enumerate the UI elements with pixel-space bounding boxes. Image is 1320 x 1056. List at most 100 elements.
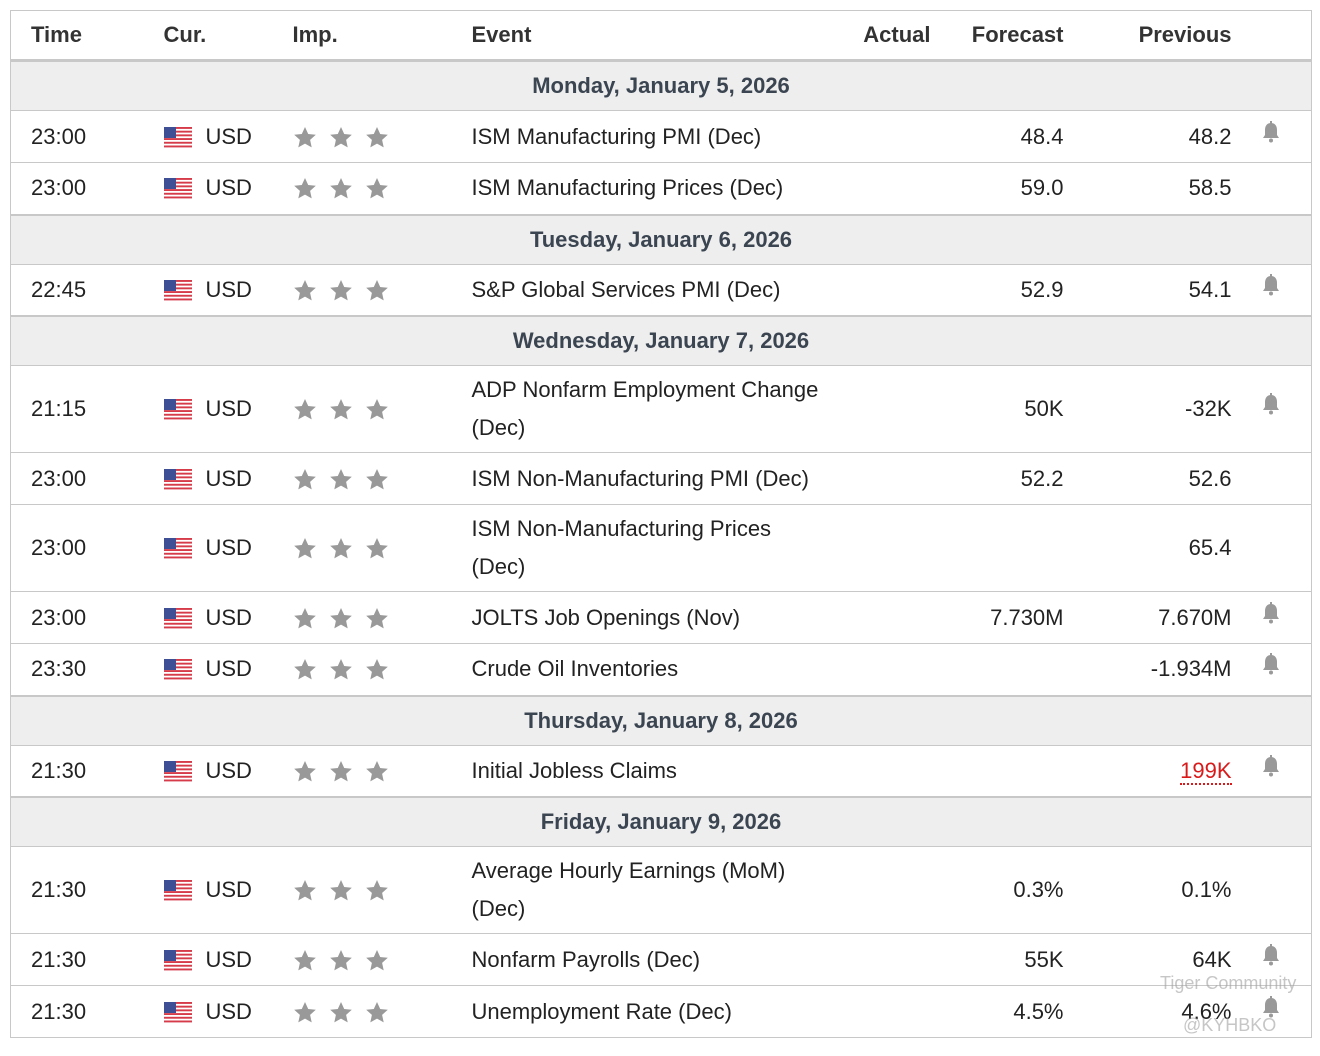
alert-bell[interactable] [1260, 393, 1282, 421]
time: 21:30 [10, 933, 151, 986]
alert-bell[interactable] [1260, 120, 1282, 149]
alert-bell[interactable] [1260, 995, 1282, 1024]
importance [282, 846, 461, 934]
actual-cell [830, 985, 931, 1038]
importance [282, 452, 461, 505]
currency: USD [205, 877, 252, 902]
currency-cell: USD [150, 504, 283, 592]
event-row: 23:00 USD ISM Manufacturing PMI (Dec) 48.4 4… [10, 110, 1312, 163]
alert-cell [1231, 504, 1312, 592]
forecast-cell: 4.5% [930, 985, 1064, 1038]
alert-cell [1231, 985, 1312, 1038]
day-date: Thursday, January 8, 2026 [10, 694, 1312, 745]
watermark-handle: @KYHBKO [1183, 1015, 1277, 1035]
importance [282, 263, 461, 316]
forecast-cell: 48.4 [930, 110, 1064, 163]
alert-bell[interactable] [1260, 601, 1282, 630]
previous: 199K [1180, 757, 1232, 785]
column-header: Time [10, 10, 151, 62]
day-row: Monday, January 5, 2026 [10, 59, 1312, 111]
previous: 65.4 [1188, 535, 1232, 560]
event-name: Crude Oil Inventories [460, 643, 831, 696]
previous: 54.1 [1188, 276, 1232, 302]
currency: USD [205, 276, 252, 302]
forecast-cell [930, 744, 1064, 797]
previous: -32K [1185, 396, 1232, 421]
currency: USD [205, 465, 252, 491]
time: 21:30 [10, 985, 151, 1038]
event-row: 23:30 USD Crude Oil Inventories -1.934M [10, 643, 1312, 696]
alert-bell[interactable] [1260, 273, 1282, 302]
header-row: Time Cur. Imp. Event Actual Forecast Previous [10, 10, 1312, 62]
currency-cell: USD [150, 591, 283, 644]
watermark-brand: Tiger Community [1160, 973, 1297, 993]
alert-cell [1231, 744, 1312, 797]
day-date: Friday, January 9, 2026 [10, 796, 1312, 847]
importance [282, 365, 461, 453]
event-name: ISM Non-Manufacturing Prices (Dec) [460, 504, 831, 592]
currency: USD [205, 123, 252, 149]
forecast-cell: 59.0 [930, 162, 1064, 215]
previous-cell: 58.5 [1063, 162, 1232, 215]
alert-cell [1231, 162, 1312, 215]
currency: USD [205, 946, 252, 972]
forecast: 52.2 [1020, 465, 1064, 491]
forecast-cell: 50K [930, 365, 1064, 453]
previous-cell: 64K [1063, 933, 1232, 986]
time: 23:00 [10, 162, 151, 215]
forecast: 7.730M [990, 604, 1064, 630]
event-row: 22:45 USD S&P Global Services PMI (Dec) 52.… [10, 263, 1312, 316]
forecast: 4.5% [1013, 998, 1064, 1024]
event-name: ADP Nonfarm Employment Change (Dec) [460, 365, 831, 453]
previous-cell: 65.4 [1063, 504, 1232, 592]
previous: -1.934M [1150, 656, 1232, 682]
forecast-cell [930, 504, 1064, 592]
event-row: 23:00 USD ISM Non-Manufacturing Prices (De… [10, 504, 1312, 592]
alert-bell[interactable] [1260, 754, 1282, 783]
previous: 4.6% [1181, 998, 1232, 1024]
forecast-cell: 55K [930, 933, 1064, 986]
time: 22:45 [10, 263, 151, 316]
currency-cell: USD [150, 846, 283, 934]
column-header: Cur. [150, 10, 283, 62]
importance [282, 643, 461, 696]
previous: 58.5 [1188, 175, 1232, 201]
actual-cell [830, 452, 931, 505]
forecast: 52.9 [1020, 276, 1064, 302]
event-name: S&P Global Services PMI (Dec) [460, 263, 831, 316]
time: 21:15 [10, 365, 151, 453]
forecast-cell: 7.730M [930, 591, 1064, 644]
actual-cell [830, 643, 931, 696]
importance [282, 162, 461, 215]
currency-cell: USD [150, 933, 283, 986]
previous: 64K [1192, 946, 1232, 972]
column-header-blank [1231, 10, 1312, 62]
alert-bell[interactable] [1260, 653, 1282, 681]
previous-cell: -1.934M [1063, 643, 1232, 696]
column-header: Previous [1063, 10, 1232, 62]
day-row: Tuesday, January 6, 2026 [10, 213, 1312, 264]
event-name: ISM Manufacturing Prices (Dec) [460, 162, 831, 215]
importance [282, 933, 461, 986]
event-row: 23:00 USD JOLTS Job Openings (Nov) 7.730M 7.… [10, 591, 1312, 644]
forecast-cell: 0.3% [930, 846, 1064, 934]
previous: 0.1% [1181, 877, 1232, 902]
time: 23:00 [10, 452, 151, 505]
day-date: Tuesday, January 6, 2026 [10, 213, 1312, 264]
currency: USD [205, 998, 252, 1024]
time: 23:00 [10, 110, 151, 163]
event-row: 23:00 USD ISM Non-Manufacturing PMI (Dec) 5… [10, 452, 1312, 505]
column-header: Imp. [282, 10, 461, 62]
day-row: Wednesday, January 7, 2026 [10, 315, 1312, 366]
previous-cell: 52.6 [1063, 452, 1232, 505]
previous-cell: -32K [1063, 365, 1232, 453]
currency-cell: USD [150, 110, 283, 163]
previous: 48.2 [1188, 123, 1232, 149]
currency-cell: USD [150, 263, 283, 316]
time: 23:00 [10, 504, 151, 592]
previous: 7.670M [1158, 604, 1232, 630]
alert-bell[interactable] [1260, 943, 1282, 972]
actual-cell [830, 933, 931, 986]
alert-cell [1231, 643, 1312, 696]
